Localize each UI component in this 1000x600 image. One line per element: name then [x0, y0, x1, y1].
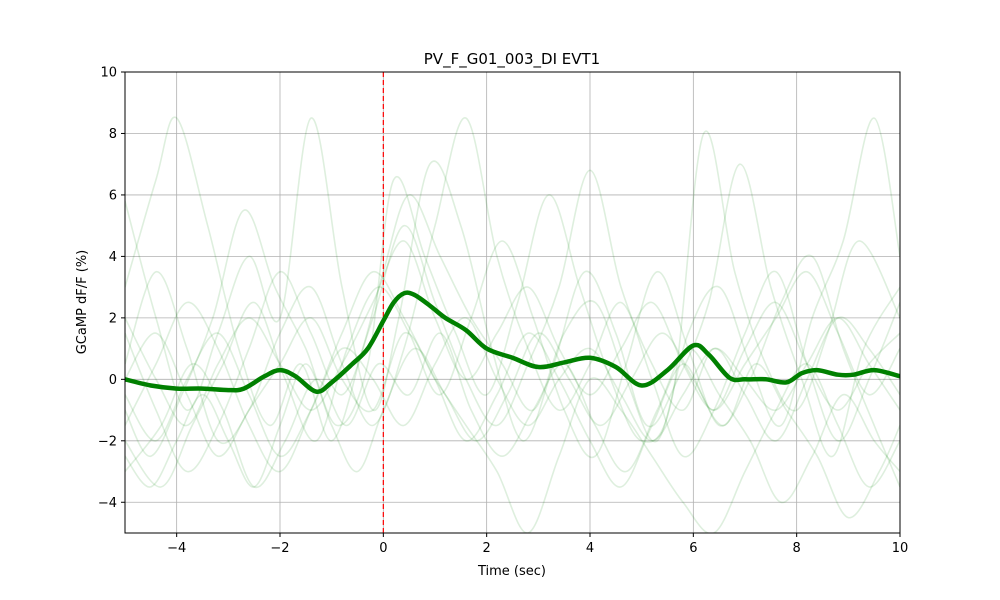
- y-tick-label: 4: [109, 250, 117, 265]
- y-axis-ticks: −4 −2 0 2 4 6 8 10: [98, 66, 125, 511]
- trial-trace-12: [125, 317, 900, 457]
- y-tick-label: −2: [98, 434, 117, 449]
- mean-trace-group: [125, 290, 900, 394]
- trial-trace-8: [125, 317, 900, 533]
- trial-trace-3: [125, 130, 900, 457]
- plot-area: [125, 72, 900, 533]
- y-tick-label: 6: [109, 188, 117, 203]
- plot-frame: [124, 71, 901, 534]
- x-axis-ticks: −4 −2 0 2 4 6 8 10: [167, 533, 908, 556]
- y-axis-title: GCaMP dF/F (%): [75, 250, 90, 355]
- y-tick-label: 8: [109, 127, 117, 142]
- x-tick-label: 0: [379, 541, 387, 556]
- trial-traces: [125, 116, 900, 533]
- x-tick-label: 10: [892, 541, 909, 556]
- x-tick-label: 8: [793, 541, 801, 556]
- chart-title: PV_F_G01_003_DI EVT1: [424, 50, 600, 69]
- trial-trace-5: [125, 240, 900, 488]
- trial-trace-1: [125, 116, 900, 443]
- trial-trace-7: [125, 332, 900, 504]
- y-tick-label: 2: [109, 311, 117, 326]
- y-tick-label: 10: [100, 66, 117, 81]
- y-tick-label: −4: [98, 496, 117, 511]
- trial-trace-4: [125, 117, 900, 458]
- x-tick-label: 6: [689, 541, 697, 556]
- x-tick-label: 4: [586, 541, 594, 556]
- trial-trace-6: [125, 169, 900, 473]
- mean-trace: [125, 290, 900, 394]
- trial-trace-9: [125, 270, 900, 488]
- trial-trace-11: [125, 240, 900, 427]
- x-tick-label: 2: [483, 541, 491, 556]
- x-tick-label: −2: [270, 541, 289, 556]
- x-tick-label: −4: [167, 541, 186, 556]
- trial-trace-2: [125, 117, 900, 458]
- x-axis-title: Time (sec): [477, 564, 546, 579]
- y-tick-label: 0: [109, 373, 117, 388]
